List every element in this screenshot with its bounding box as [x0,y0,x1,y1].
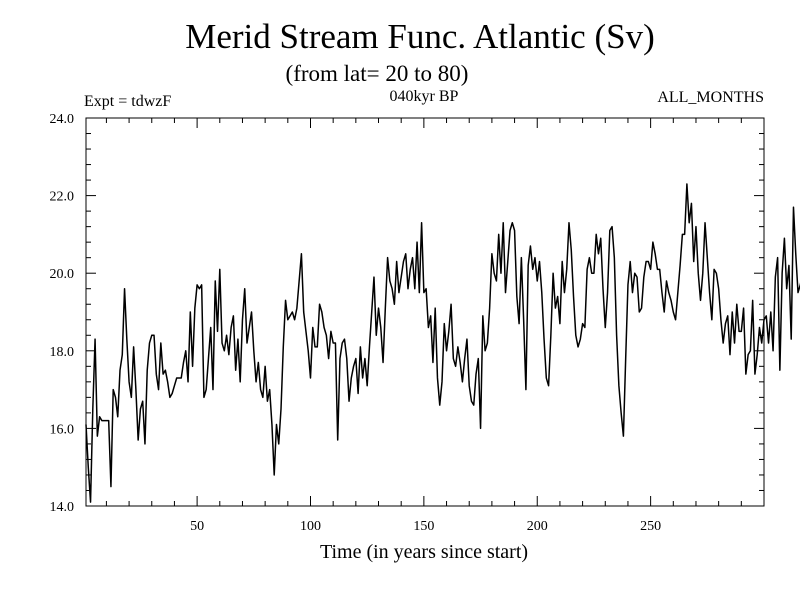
chart-title: Merid Stream Func. Atlantic (Sv) [185,17,655,56]
y-tick-label: 24.0 [50,112,75,127]
y-tick-label: 14.0 [50,500,75,515]
months-label: ALL_MONTHS [657,89,764,106]
axes: 14.0 16.0 18.0 20.0 22.0 24.0 50 100 150 200 250 [50,112,765,534]
x-axis-label: Time (in years since start) [320,541,528,563]
y-tick-label: 18.0 [50,345,75,360]
x-tick-label: 250 [640,519,661,534]
series-layer [85,183,800,503]
y-tick-label: 16.0 [50,422,75,437]
y-tick-label: 22.0 [50,190,75,205]
x-tick-label: 200 [527,519,548,534]
period-label: 040kyr BP [390,88,459,105]
chart-subtitle: (from lat= 20 to 80) [286,61,469,86]
x-tick-label: 100 [300,519,321,534]
x-tick-label: 150 [413,519,434,534]
plot-frame [85,117,765,507]
series-line [85,183,800,503]
y-tick-label: 20.0 [50,267,75,282]
expt-label: Expt = tdwzF [84,93,171,110]
x-tick-label: 50 [190,519,204,534]
